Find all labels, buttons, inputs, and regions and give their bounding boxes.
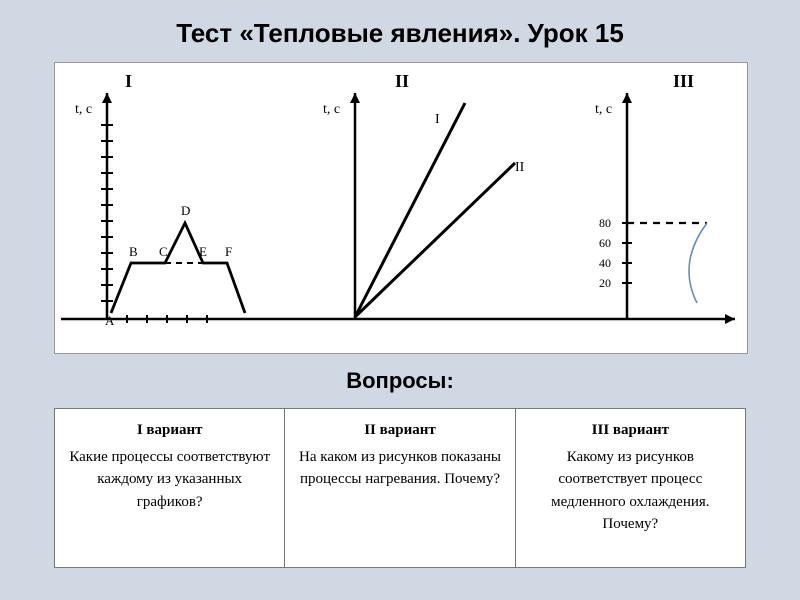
graph-1: t, c A B C D E F xyxy=(75,93,245,328)
svg-text:60: 60 xyxy=(599,236,611,250)
svg-text:A: A xyxy=(105,313,115,328)
axis-label-2: t, c xyxy=(323,102,340,117)
svg-text:80: 80 xyxy=(599,216,611,230)
svg-text:20: 20 xyxy=(599,276,611,290)
variant-head-2: II вариант xyxy=(293,419,506,442)
svg-text:II: II xyxy=(515,160,525,175)
graph-2: t, c III xyxy=(323,93,525,319)
variant-body-1: Какие процессы соответствуют каждому из … xyxy=(69,449,270,510)
variant-head-3: III вариант xyxy=(524,419,737,442)
variant-head-1: I вариант xyxy=(63,419,276,442)
svg-text:40: 40 xyxy=(599,256,611,270)
variant-cell-1: I вариант Какие процессы соответствуют к… xyxy=(55,409,285,568)
axis-label-1: t, c xyxy=(75,102,92,117)
graph-panel: I II III t, c xyxy=(54,62,748,354)
graph-1-point-labels: A B C D E F xyxy=(105,203,232,328)
svg-text:D: D xyxy=(181,203,190,218)
panel-label-3: III xyxy=(673,71,694,91)
graph-3-curve xyxy=(689,223,707,303)
svg-text:C: C xyxy=(159,244,168,259)
variants-table: I вариант Какие процессы соответствуют к… xyxy=(54,408,746,568)
variant-body-2: На каком из рисунков показаны процессы н… xyxy=(299,449,501,488)
svg-text:B: B xyxy=(129,244,138,259)
panel-label-2: II xyxy=(395,71,409,91)
axis-label-3: t, c xyxy=(595,102,612,117)
svg-text:F: F xyxy=(225,244,232,259)
svg-text:E: E xyxy=(199,244,207,259)
page-title: Тест «Тепловые явления». Урок 15 xyxy=(0,18,800,49)
x-axis-arrow xyxy=(725,314,735,324)
panel-label-1: I xyxy=(125,71,132,91)
graph-3: t, c 20 40 60 80 xyxy=(595,93,707,319)
graph-2-lines: III xyxy=(355,103,525,317)
graph-1-polyline xyxy=(111,223,245,313)
variant-cell-3: III вариант Какому из рисунков соответст… xyxy=(515,409,745,568)
variant-body-3: Какому из рисунков соответствует процесс… xyxy=(551,449,709,533)
questions-label: Вопросы: xyxy=(0,368,800,394)
variant-cell-2: II вариант На каком из рисунков показаны… xyxy=(285,409,515,568)
svg-text:I: I xyxy=(435,112,440,127)
